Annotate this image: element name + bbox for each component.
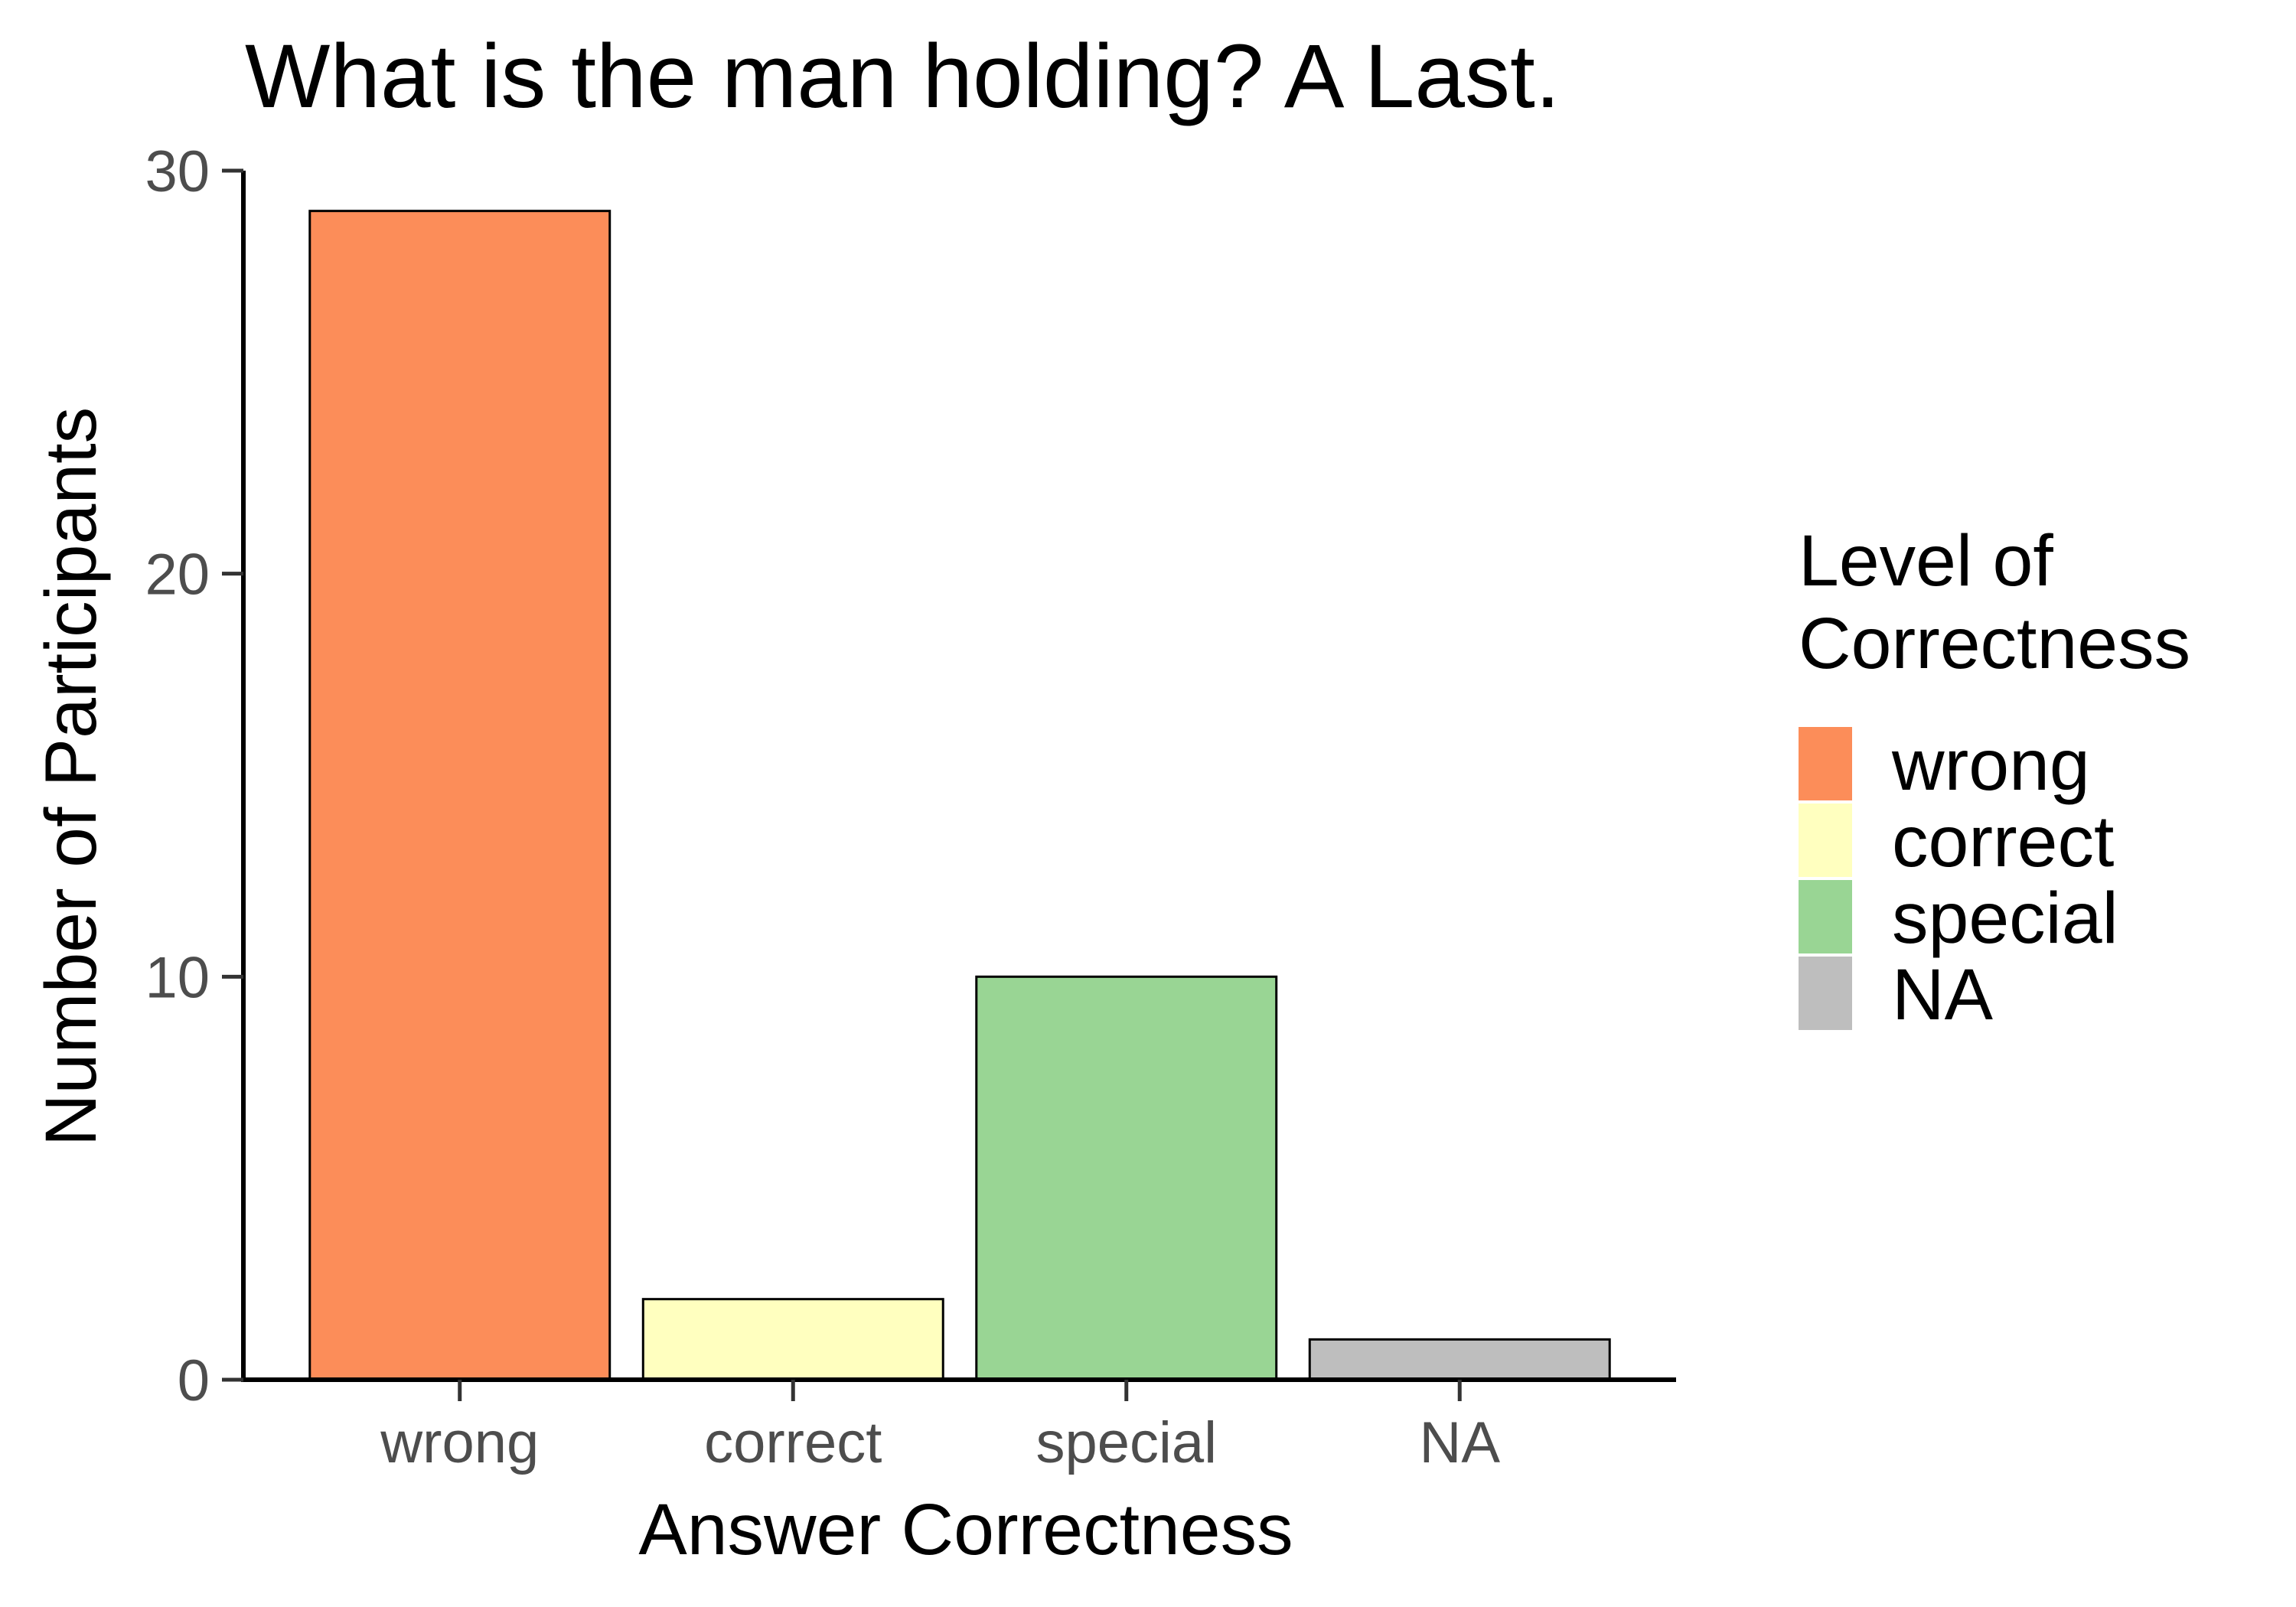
y-tick-label: 30 — [145, 139, 210, 204]
legend-label-special: special — [1892, 878, 2118, 959]
legend-key-na — [1799, 957, 1852, 1030]
legend-key-wrong — [1799, 727, 1852, 800]
legend-label-correct: correct — [1892, 801, 2114, 882]
y-tick-label: 20 — [145, 543, 210, 608]
bar-na — [1308, 1338, 1611, 1381]
y-tick-label: 10 — [145, 945, 210, 1010]
x-axis-title: Answer Correctness — [638, 1489, 1293, 1570]
x-tick-label: special — [1035, 1410, 1217, 1475]
y-tick-label: 0 — [178, 1348, 210, 1413]
bar-special — [975, 975, 1278, 1381]
bar-wrong — [308, 210, 612, 1381]
legend-key-special — [1799, 880, 1852, 953]
legend-key-correct — [1799, 804, 1852, 877]
y-axis-title: Number of Participants — [31, 407, 112, 1146]
legend-label-na: NA — [1892, 954, 1994, 1035]
chart-title: What is the man holding? A Last. — [245, 26, 1561, 127]
x-tick-label: NA — [1419, 1410, 1500, 1475]
legend-label-wrong: wrong — [1891, 725, 2090, 806]
x-tick-label: wrong — [380, 1410, 539, 1475]
x-tick-label: correct — [704, 1410, 882, 1475]
legend-title: Level of Correctness — [1799, 520, 2190, 684]
bar-correct — [641, 1298, 944, 1381]
